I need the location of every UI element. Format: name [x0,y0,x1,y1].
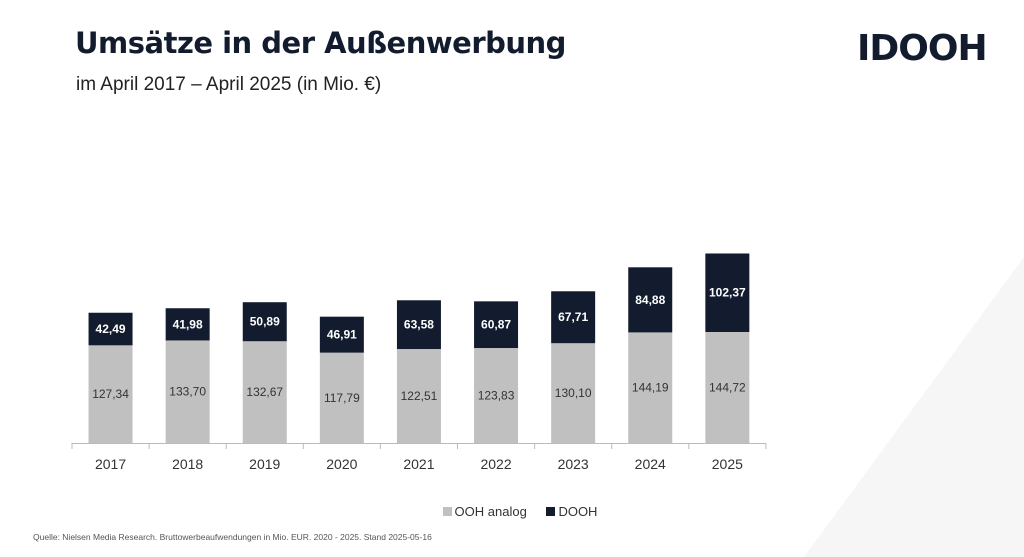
bar-ooh-analog [396,349,441,443]
data-label: 122,51 [401,389,438,403]
bar-dooh [319,316,364,353]
data-label: 84,88 [635,293,665,307]
x-tick-label: 2019 [249,456,280,472]
bar-dooh [705,253,750,332]
legend-swatch [546,507,556,516]
bar-ooh-analog [242,341,287,443]
data-label: 41,98 [173,317,203,331]
idooh-logo: IDOOH [857,28,988,69]
x-tick-label: 2025 [712,456,743,472]
bar-dooh [165,308,210,341]
data-label: 132,67 [246,385,283,399]
bar-dooh [628,267,673,333]
x-tick-label: 2017 [95,456,126,472]
x-tick-label: 2023 [558,456,589,472]
data-label: 130,10 [555,386,592,400]
page-subtitle: im April 2017 – April 2025 (in Mio. €) [76,74,382,95]
bar-dooh [474,301,519,349]
data-label: 123,83 [478,389,515,403]
legend-label: DOOH [558,504,598,519]
data-label: 67,71 [558,310,588,324]
data-label: 133,70 [169,385,206,399]
x-tick-label: 2020 [326,456,357,472]
legend-item-ooh-analog: OOH analog [442,504,527,519]
x-tick-label: 2021 [403,456,434,472]
background-decoration [804,257,1024,557]
legend-item-dooh: DOOH [546,504,597,519]
stacked-bar-chart: 127,34 42,49 2017 133,70 41,98 2018 132,67 50,8… [71,253,767,472]
data-label: 102,37 [709,286,746,300]
x-tick-label: 2018 [172,456,203,472]
data-label: 60,87 [481,318,511,332]
data-label: 117,79 [324,391,360,405]
bar-dooh [396,300,441,350]
bar-ooh-analog [165,340,210,443]
data-label: 144,72 [709,380,746,394]
data-label: 46,91 [327,328,357,342]
bar-ooh-analog [628,332,673,443]
bar-ooh-analog [705,331,750,443]
bar-dooh [88,312,133,346]
data-label: 42,49 [96,322,126,336]
bar-ooh-analog [551,343,596,443]
bar-dooh [242,302,287,342]
bar-ooh-analog [88,345,133,443]
x-tick-label: 2022 [480,456,511,472]
bar-dooh [551,291,596,344]
data-label: 50,89 [250,315,280,329]
legend-swatch [442,507,452,516]
bar-ooh-analog [474,348,519,443]
source-note: Quelle: Nielsen Media Research. Bruttowe… [33,532,432,542]
data-label: 127,34 [92,387,129,401]
bar-ooh-analog [319,352,364,443]
x-tick-label: 2024 [635,456,666,472]
data-label: 144,19 [632,381,669,395]
legend: OOH analog DOOH [0,504,1024,519]
legend-label: OOH analog [454,504,527,519]
data-label: 63,58 [404,318,434,332]
page-title: Umsätze in der Außenwerbung [75,26,566,60]
